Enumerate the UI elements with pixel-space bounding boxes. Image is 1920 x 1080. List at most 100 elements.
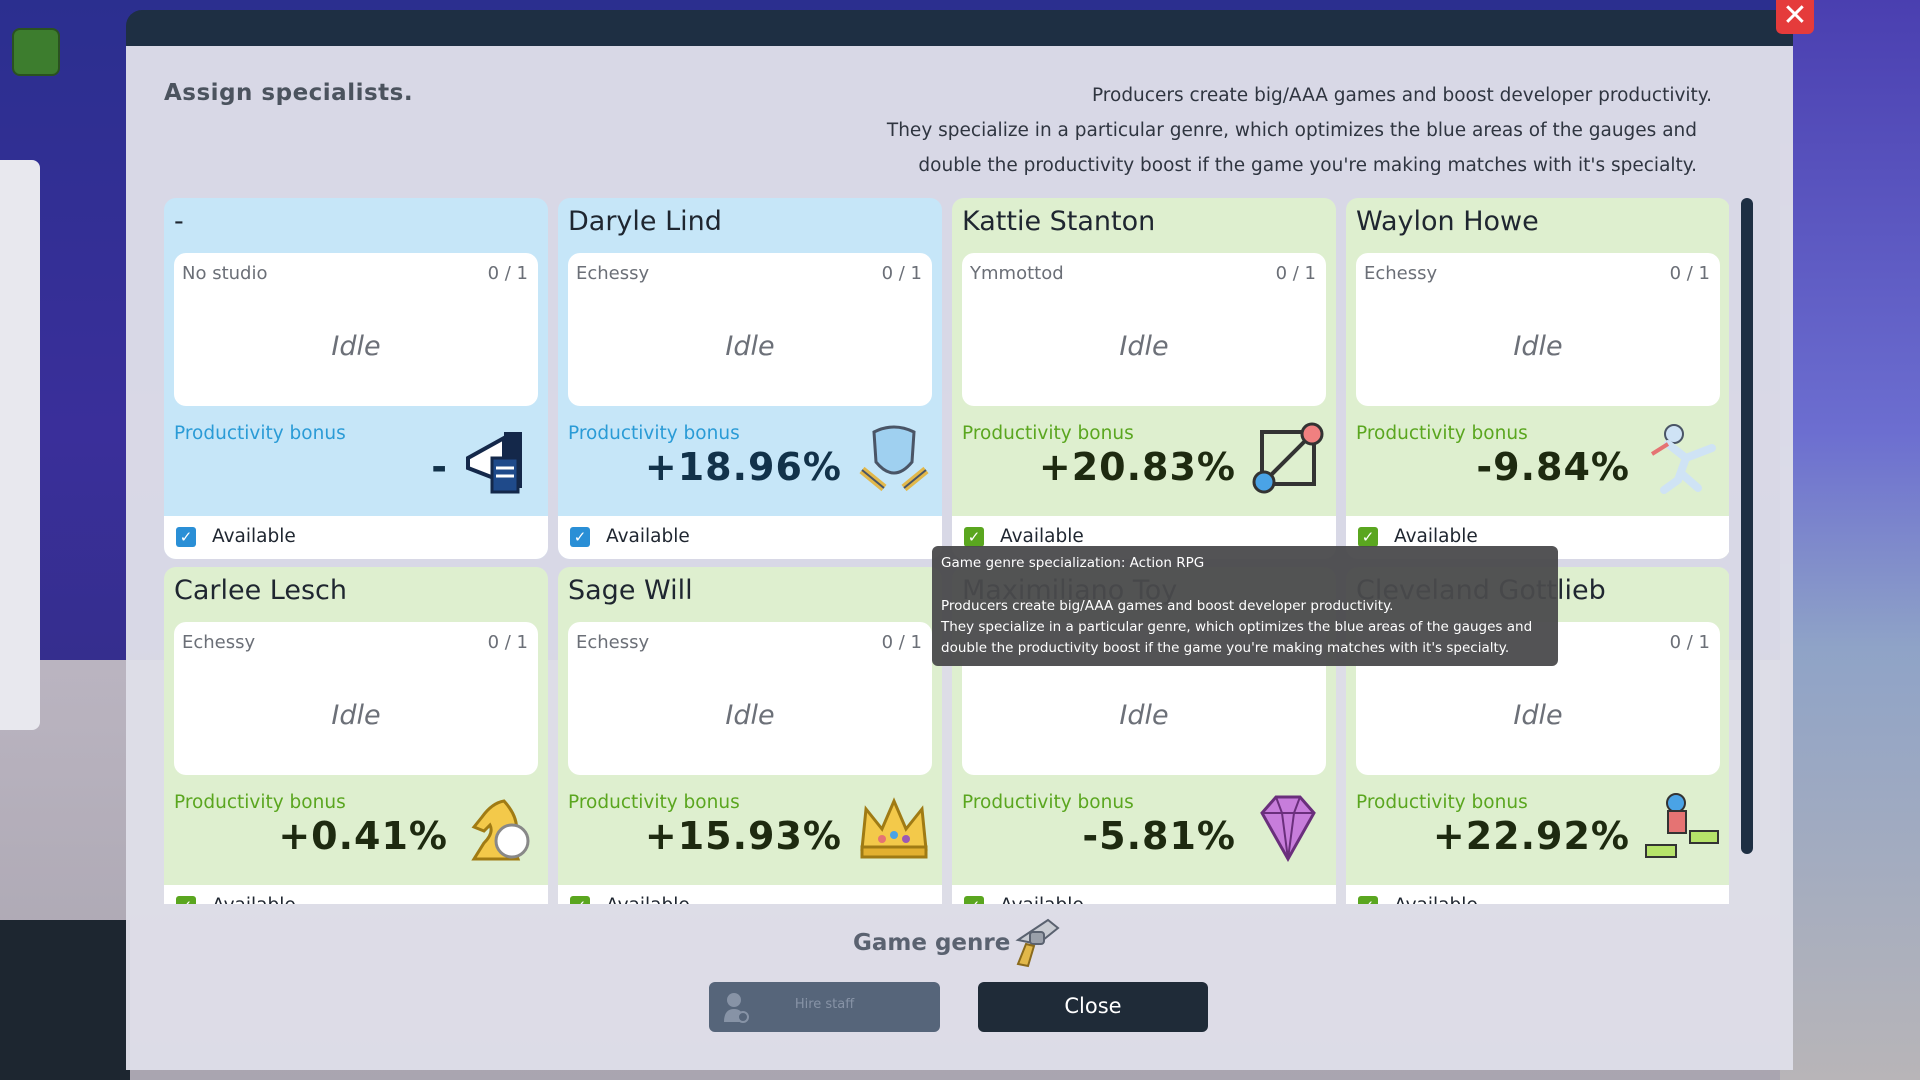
calendar-check-icon: ✓: [964, 527, 984, 547]
productivity-bonus-value: -9.84%: [1476, 445, 1630, 489]
studio-name: Ymmottod: [970, 263, 1064, 284]
calendar-check-icon: ✓: [176, 527, 196, 547]
slot-count: 0 / 1: [1669, 632, 1710, 653]
tooltip-title: Game genre specialization: Action RPG: [941, 555, 1205, 571]
studio-name: Echessy: [576, 263, 650, 284]
game-genre-label: Game genre: [853, 930, 1011, 956]
close-icon[interactable]: ✕: [1776, 0, 1814, 34]
specialist-card[interactable]: Kattie Stanton Ymmottod 0 / 1 Idle Productiv…: [952, 198, 1336, 559]
modal-title: Assign specialists.: [164, 80, 414, 106]
status-text: Idle: [331, 700, 381, 731]
studio-name: Echessy: [182, 632, 256, 653]
availability-row: ✓ Available: [164, 885, 548, 904]
studio-assignment-box[interactable]: Echessy 0 / 1 Idle: [568, 253, 932, 406]
productivity-bonus-label: Productivity bonus: [568, 423, 740, 444]
productivity-bonus-value: +18.96%: [644, 445, 842, 489]
specialist-name: Daryle Lind: [568, 206, 722, 237]
description-line: double the productivity boost if the gam…: [918, 155, 1697, 176]
productivity-bonus-value: -: [431, 445, 448, 489]
availability-text: Available: [212, 895, 296, 904]
availability-text: Available: [1394, 895, 1478, 904]
studio-assignment-box[interactable]: Echessy 0 / 1 Idle: [568, 622, 932, 775]
status-text: Idle: [1119, 331, 1169, 362]
productivity-bonus-value: +15.93%: [644, 814, 842, 858]
close-button[interactable]: Close: [978, 982, 1208, 1032]
availability-text: Available: [212, 526, 296, 547]
specialist-name: -: [174, 206, 184, 237]
calendar-check-icon: ✓: [1358, 896, 1378, 904]
genre-tooltip: Game genre specialization: Action RPG Pr…: [932, 546, 1558, 666]
productivity-bonus-label: Productivity bonus: [962, 423, 1134, 444]
status-text: Idle: [725, 700, 775, 731]
availability-row: ✓ Available: [1346, 885, 1729, 904]
status-text: Idle: [1119, 700, 1169, 731]
availability-text: Available: [1000, 895, 1084, 904]
status-text: Idle: [1513, 700, 1563, 731]
side-panel: [0, 160, 40, 730]
availability-row: ✓ Available: [558, 516, 942, 559]
grid-scrollbar[interactable]: [1741, 198, 1753, 854]
productivity-bonus-value: +22.92%: [1432, 814, 1630, 858]
crown-icon: [860, 797, 928, 859]
person-icon: [724, 993, 749, 1023]
megaphone-icon: [466, 432, 522, 494]
tooltip-body: Producers create big/AAA games and boost…: [941, 596, 1532, 659]
chess-knight-icon: [471, 799, 530, 861]
gem-icon: [1260, 795, 1316, 863]
calendar-check-icon: ✓: [570, 896, 590, 904]
calendar-check-icon: ✓: [570, 527, 590, 547]
availability-text: Available: [1000, 526, 1084, 547]
vector-shape-icon: [1252, 422, 1324, 494]
calendar-check-icon: ✓: [1358, 527, 1378, 547]
availability-row: ✓ Available: [164, 516, 548, 559]
specialist-name: Kattie Stanton: [962, 206, 1156, 237]
background-right-area: [1780, 0, 1920, 1080]
productivity-bonus-value: +0.41%: [278, 814, 448, 858]
specialist-card[interactable]: - No studio 0 / 1 Idle Productivity bonus - ✓ A…: [164, 198, 548, 559]
productivity-bonus-label: Productivity bonus: [1356, 423, 1528, 444]
studio-assignment-box[interactable]: Ymmottod 0 / 1 Idle: [962, 253, 1326, 406]
productivity-bonus-label: Productivity bonus: [174, 792, 346, 813]
app-icon[interactable]: [12, 28, 60, 76]
productivity-bonus-value: -5.81%: [1082, 814, 1236, 858]
specialist-card[interactable]: Daryle Lind Echessy 0 / 1 Idle Productivity …: [558, 198, 942, 559]
specialist-card[interactable]: Waylon Howe Echessy 0 / 1 Idle Productivity …: [1346, 198, 1729, 559]
productivity-bonus-label: Productivity bonus: [568, 792, 740, 813]
specialist-name: Carlee Lesch: [174, 575, 348, 606]
studio-assignment-box[interactable]: Echessy 0 / 1 Idle: [174, 622, 538, 775]
availability-text: Available: [606, 895, 690, 904]
shield-swords-icon: [859, 425, 929, 492]
modal-header-bar: [126, 10, 1793, 46]
platformer-icon: [1645, 793, 1719, 858]
studio-assignment-box[interactable]: Echessy 0 / 1 Idle: [1356, 253, 1720, 406]
studio-name: Echessy: [576, 632, 650, 653]
specialist-card[interactable]: Carlee Lesch Echessy 0 / 1 Idle Productivity…: [164, 567, 548, 904]
description-line: Producers create big/AAA games and boost…: [1091, 85, 1712, 106]
close-label: Close: [1064, 994, 1122, 1018]
slot-count: 0 / 1: [881, 263, 922, 284]
specialist-name: Waylon Howe: [1356, 206, 1539, 237]
hire-staff-label: Hire staff: [794, 997, 855, 1012]
productivity-bonus-value: +20.83%: [1038, 445, 1236, 489]
bottom-left-panel: [0, 920, 130, 1080]
specialist-card[interactable]: Sage Will Echessy 0 / 1 Idle Productivity bo…: [558, 567, 942, 904]
description-line: They specialize in a particular genre, w…: [886, 120, 1697, 141]
tooltip-line: double the productivity boost if the gam…: [941, 640, 1510, 656]
studio-assignment-box[interactable]: No studio 0 / 1 Idle: [174, 253, 538, 406]
productivity-bonus-label: Productivity bonus: [962, 792, 1134, 813]
studio-name: No studio: [182, 263, 268, 284]
status-text: Idle: [725, 331, 775, 362]
modal-description: Producers create big/AAA games and boost…: [812, 78, 1712, 183]
calendar-check-icon: ✓: [964, 896, 984, 904]
availability-text: Available: [1394, 526, 1478, 547]
specialist-name: Sage Will: [568, 575, 693, 606]
specialist-grid: - No studio 0 / 1 Idle Productivity bonus - ✓ A…: [164, 198, 1729, 904]
hire-staff-button[interactable]: Hire staff: [709, 982, 940, 1032]
status-text: Idle: [331, 331, 381, 362]
availability-row: ✓ Available: [952, 885, 1336, 904]
availability-text: Available: [606, 526, 690, 547]
slot-count: 0 / 1: [487, 632, 528, 653]
tooltip-line: Producers create big/AAA games and boost…: [941, 598, 1394, 614]
revolver-icon[interactable]: [1008, 910, 1064, 972]
tooltip-line: They specialize in a particular genre, w…: [941, 619, 1533, 635]
